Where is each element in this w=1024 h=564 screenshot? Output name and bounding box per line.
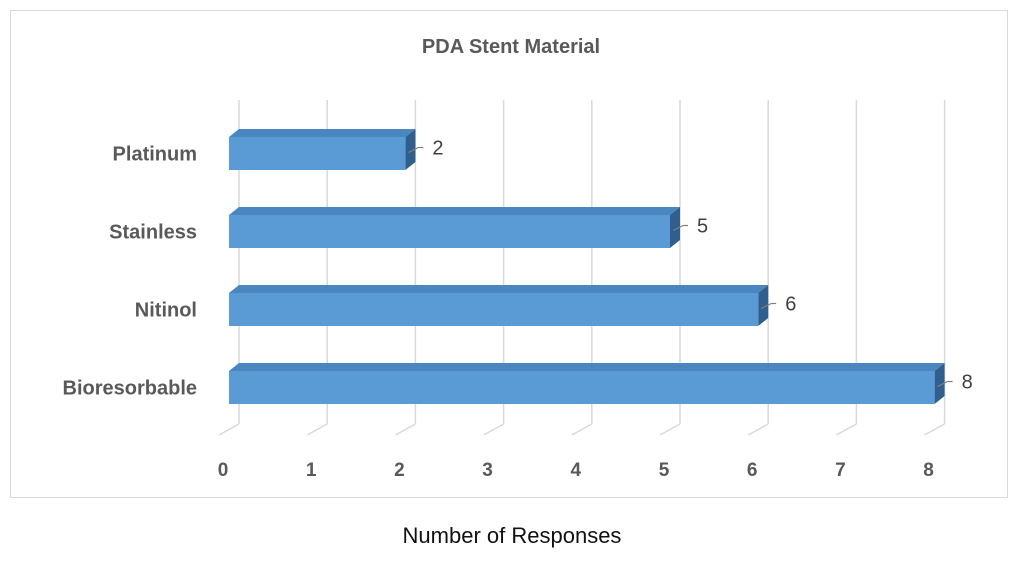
floor-gridline bbox=[836, 423, 857, 436]
floor-gridline bbox=[659, 423, 681, 436]
bar-side-face bbox=[934, 363, 945, 404]
bar bbox=[229, 371, 935, 404]
floor-gridline bbox=[924, 423, 945, 436]
floor-gridline bbox=[395, 423, 416, 436]
data-label-leader bbox=[408, 146, 419, 154]
x-tick-label: 8 bbox=[923, 460, 934, 481]
x-tick-label: 1 bbox=[306, 460, 317, 481]
bar-top-face bbox=[229, 207, 680, 215]
bar bbox=[229, 137, 406, 170]
chart-title: PDA Stent Material bbox=[422, 36, 600, 58]
floor-gridline bbox=[571, 423, 593, 436]
x-tick-label: 5 bbox=[659, 460, 670, 481]
data-label: 2 bbox=[432, 138, 443, 160]
floor-gridline bbox=[306, 423, 328, 436]
x-tick-label: 0 bbox=[218, 460, 229, 481]
data-label: 6 bbox=[785, 294, 796, 316]
bar-top-face bbox=[229, 129, 416, 137]
y-category-label: Nitinol bbox=[135, 300, 197, 322]
x-tick-label: 2 bbox=[394, 460, 405, 481]
bar-top-face bbox=[229, 285, 769, 293]
floor-gridline bbox=[218, 423, 240, 436]
bar bbox=[229, 215, 670, 248]
data-label: 5 bbox=[697, 216, 708, 238]
x-tick-label: 6 bbox=[747, 460, 758, 481]
bar bbox=[229, 293, 759, 326]
data-label: 8 bbox=[962, 372, 973, 394]
data-label-leader bbox=[937, 380, 948, 388]
y-category-label: Bioresorbable bbox=[63, 378, 197, 400]
data-label-leader bbox=[760, 302, 772, 310]
y-category-label: Platinum bbox=[113, 144, 197, 166]
floor-gridline bbox=[483, 423, 504, 436]
bar-side-face bbox=[670, 207, 680, 248]
x-tick-label: 4 bbox=[571, 460, 582, 481]
bar-side-face bbox=[758, 285, 769, 326]
bar-side-face bbox=[405, 129, 416, 170]
x-axis-title: Number of Responses bbox=[402, 523, 622, 548]
y-category-label: Stainless bbox=[109, 222, 197, 244]
floor-gridline bbox=[747, 423, 769, 436]
x-tick-label: 3 bbox=[482, 460, 493, 481]
x-tick-label: 7 bbox=[835, 460, 846, 481]
data-label-leader bbox=[672, 224, 684, 232]
bar-top-face bbox=[229, 363, 945, 371]
chart-frame bbox=[10, 10, 1008, 498]
